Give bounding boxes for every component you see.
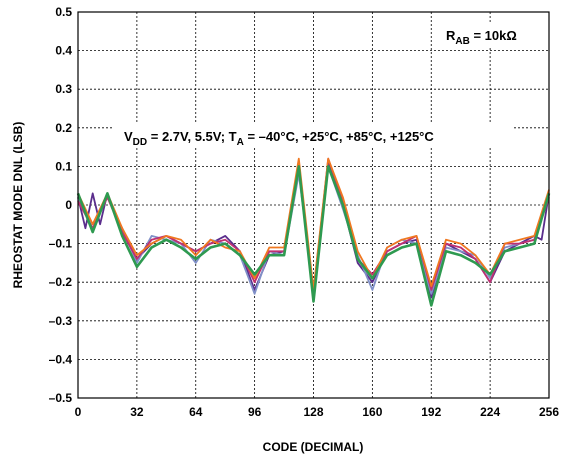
- grid: [78, 12, 549, 398]
- x-tick-label: 192: [421, 405, 441, 419]
- cond-vdd: V: [124, 129, 133, 144]
- series-line-5: [76, 165, 551, 307]
- y-tick-label: 0.2: [55, 121, 72, 135]
- y-tick-label: –0.5: [49, 391, 73, 405]
- cond-ta-sub: A: [237, 137, 244, 148]
- cond-temps: = –40°C, +25°C, +85°C, +125°C: [244, 129, 435, 144]
- plot-frame: [77, 11, 550, 399]
- rab-annotation-bg: [434, 22, 542, 46]
- y-axis-title: RHEOSTAT MODE DNL (LSB): [11, 122, 25, 289]
- x-tick-label: 160: [362, 405, 382, 419]
- conditions-annotation-bg: [114, 122, 512, 148]
- cond-vdd-sub: DD: [133, 137, 147, 148]
- y-tick-label: 0.1: [55, 159, 72, 173]
- x-tick-label: 256: [539, 405, 559, 419]
- x-tick-labels: 0 32 64 96 128 160 192 224 256: [75, 405, 560, 419]
- y-tick-label: 0.4: [55, 44, 72, 58]
- y-tick-label: –0.4: [49, 352, 73, 366]
- y-tick-label: –0.2: [49, 275, 73, 289]
- rab-base: R: [446, 28, 456, 43]
- cond-mid: = 2.7V, 5.5V; T: [147, 129, 237, 144]
- rab-sub: AB: [455, 36, 469, 47]
- x-tick-label: 32: [130, 405, 144, 419]
- x-tick-label: 0: [75, 405, 82, 419]
- x-tick-label: 64: [189, 405, 203, 419]
- y-tick-labels: 0.5 0.4 0.3 0.2 0.1 0 –0.1 –0.2 –0.3 –0.4 –0.5: [49, 5, 73, 405]
- y-tick-label: –0.3: [49, 314, 73, 328]
- series-group: [76, 157, 551, 307]
- y-tick-label: 0.3: [55, 82, 72, 96]
- x-tick-label: 96: [248, 405, 262, 419]
- rab-rest: = 10kΩ: [470, 28, 517, 43]
- x-tick-label: 128: [303, 405, 323, 419]
- y-tick-label: –0.1: [49, 237, 73, 251]
- y-tick-label: 0.5: [55, 5, 72, 19]
- x-axis-title: CODE (DECIMAL): [263, 440, 364, 454]
- conditions-annotation: VDD = 2.7V, 5.5V; TA = –40°C, +25°C, +85…: [124, 129, 434, 148]
- rab-annotation: RAB = 10kΩ: [446, 28, 517, 47]
- y-tick-label: 0: [65, 198, 72, 212]
- x-tick-label: 224: [480, 405, 500, 419]
